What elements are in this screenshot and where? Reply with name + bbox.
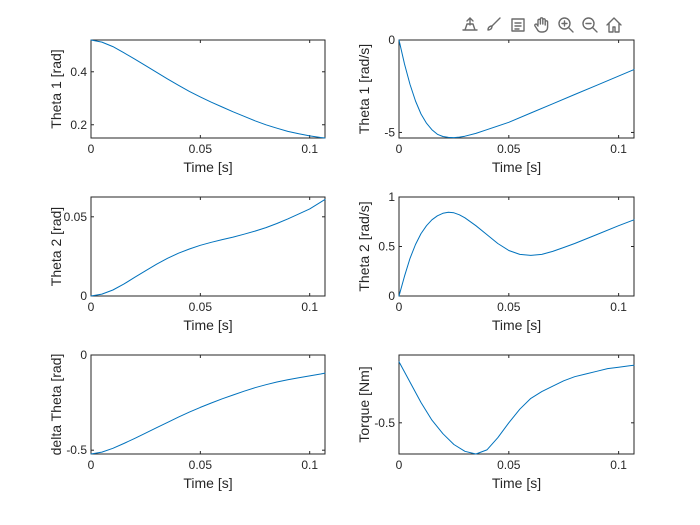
- y-axis-label: delta Theta [rad]: [48, 354, 64, 456]
- y-tick-label: -0.5: [66, 443, 87, 457]
- plot-area[interactable]: [90, 196, 326, 297]
- plot-area[interactable]: [398, 39, 635, 139]
- plot-area[interactable]: [398, 354, 635, 455]
- y-tick-label: 1: [388, 190, 395, 204]
- y-axis-label: Torque [Nm]: [356, 366, 372, 442]
- y-tick-label: 0.2: [70, 118, 87, 132]
- x-tick-label: 0: [88, 142, 95, 156]
- y-tick-label: 0: [388, 289, 395, 303]
- brush-icon: [487, 17, 501, 31]
- series-line-1: [90, 372, 326, 455]
- x-axis-label: Time [s]: [183, 475, 232, 491]
- x-tick-label: 0.1: [301, 458, 318, 472]
- series-line-1: [398, 211, 635, 297]
- y-axis-label: Theta 1 [rad/s]: [356, 44, 372, 134]
- x-tick-label: 0: [88, 300, 95, 314]
- series-line-1: [90, 198, 326, 297]
- y-tick-label: 0.5: [378, 240, 395, 254]
- y-axis-label: Theta 1 [rad]: [48, 49, 64, 128]
- data-tips-icon: [511, 18, 525, 32]
- x-tick-label: 0.1: [301, 142, 318, 156]
- zoom-out-icon: [582, 17, 598, 33]
- x-tick-label: 0.1: [301, 300, 318, 314]
- subplot-6: 0 0.05 0.1 -0.5 Time [s] Torque [Nm]: [356, 354, 635, 491]
- x-axis-label: Time [s]: [492, 159, 541, 175]
- subplot-4: 0 0.05 0.1 0 0.5 1 Time [s] Theta 2 [rad/s]: [356, 190, 635, 333]
- x-tick-label: 0: [396, 142, 403, 156]
- export-icon: [462, 17, 478, 31]
- y-axis-label: Theta 2 [rad/s]: [356, 201, 372, 291]
- series-line-1: [90, 39, 326, 139]
- y-tick-label: -0.5: [374, 416, 395, 430]
- pan-hand-icon: [534, 17, 549, 33]
- y-tick-label: 0: [80, 348, 87, 362]
- x-tick-label: 0.05: [189, 300, 213, 314]
- y-tick-label: 0.05: [64, 210, 88, 224]
- x-tick-label: 0.1: [610, 142, 627, 156]
- plot-area[interactable]: [90, 39, 326, 139]
- y-tick-label: 0: [388, 33, 395, 47]
- x-tick-label: 0: [88, 458, 95, 472]
- x-tick-label: 0.05: [189, 458, 213, 472]
- x-tick-label: 0.1: [610, 458, 627, 472]
- series-line-1: [398, 39, 635, 139]
- figure-toolbar: [458, 12, 626, 38]
- plot-area[interactable]: [398, 196, 635, 297]
- brush-button[interactable]: [482, 13, 506, 37]
- zoom-in-icon: [558, 17, 574, 33]
- subplot-1: 0 0.05 0.1 0.2 0.4 Time [s] Theta 1 [rad]: [48, 39, 326, 175]
- subplot-3: 0 0.05 0.1 0 0.05 Time [s] Theta 2 [rad]: [48, 196, 326, 333]
- x-axis-label: Time [s]: [183, 159, 232, 175]
- x-tick-label: 0.05: [189, 142, 213, 156]
- x-tick-label: 0.05: [497, 458, 521, 472]
- zoom-out-button[interactable]: [578, 13, 602, 37]
- zoom-in-button[interactable]: [554, 13, 578, 37]
- data-tips-button[interactable]: [506, 13, 530, 37]
- pan-hand-button[interactable]: [530, 13, 554, 37]
- y-axis-label: Theta 2 [rad]: [48, 207, 64, 286]
- x-tick-label: 0: [396, 458, 403, 472]
- x-axis-label: Time [s]: [183, 317, 232, 333]
- home-icon: [606, 17, 622, 33]
- x-tick-label: 0.05: [497, 300, 521, 314]
- y-tick-label: 0: [80, 289, 87, 303]
- x-tick-label: 0.1: [610, 300, 627, 314]
- x-axis-label: Time [s]: [492, 475, 541, 491]
- x-tick-label: 0.05: [497, 142, 521, 156]
- export-button[interactable]: [458, 13, 482, 37]
- series-line-1: [398, 361, 635, 455]
- y-tick-label: -5: [384, 125, 395, 139]
- x-tick-label: 0: [396, 300, 403, 314]
- home-button[interactable]: [602, 13, 626, 37]
- x-axis-label: Time [s]: [492, 317, 541, 333]
- y-tick-label: 0.4: [70, 65, 87, 79]
